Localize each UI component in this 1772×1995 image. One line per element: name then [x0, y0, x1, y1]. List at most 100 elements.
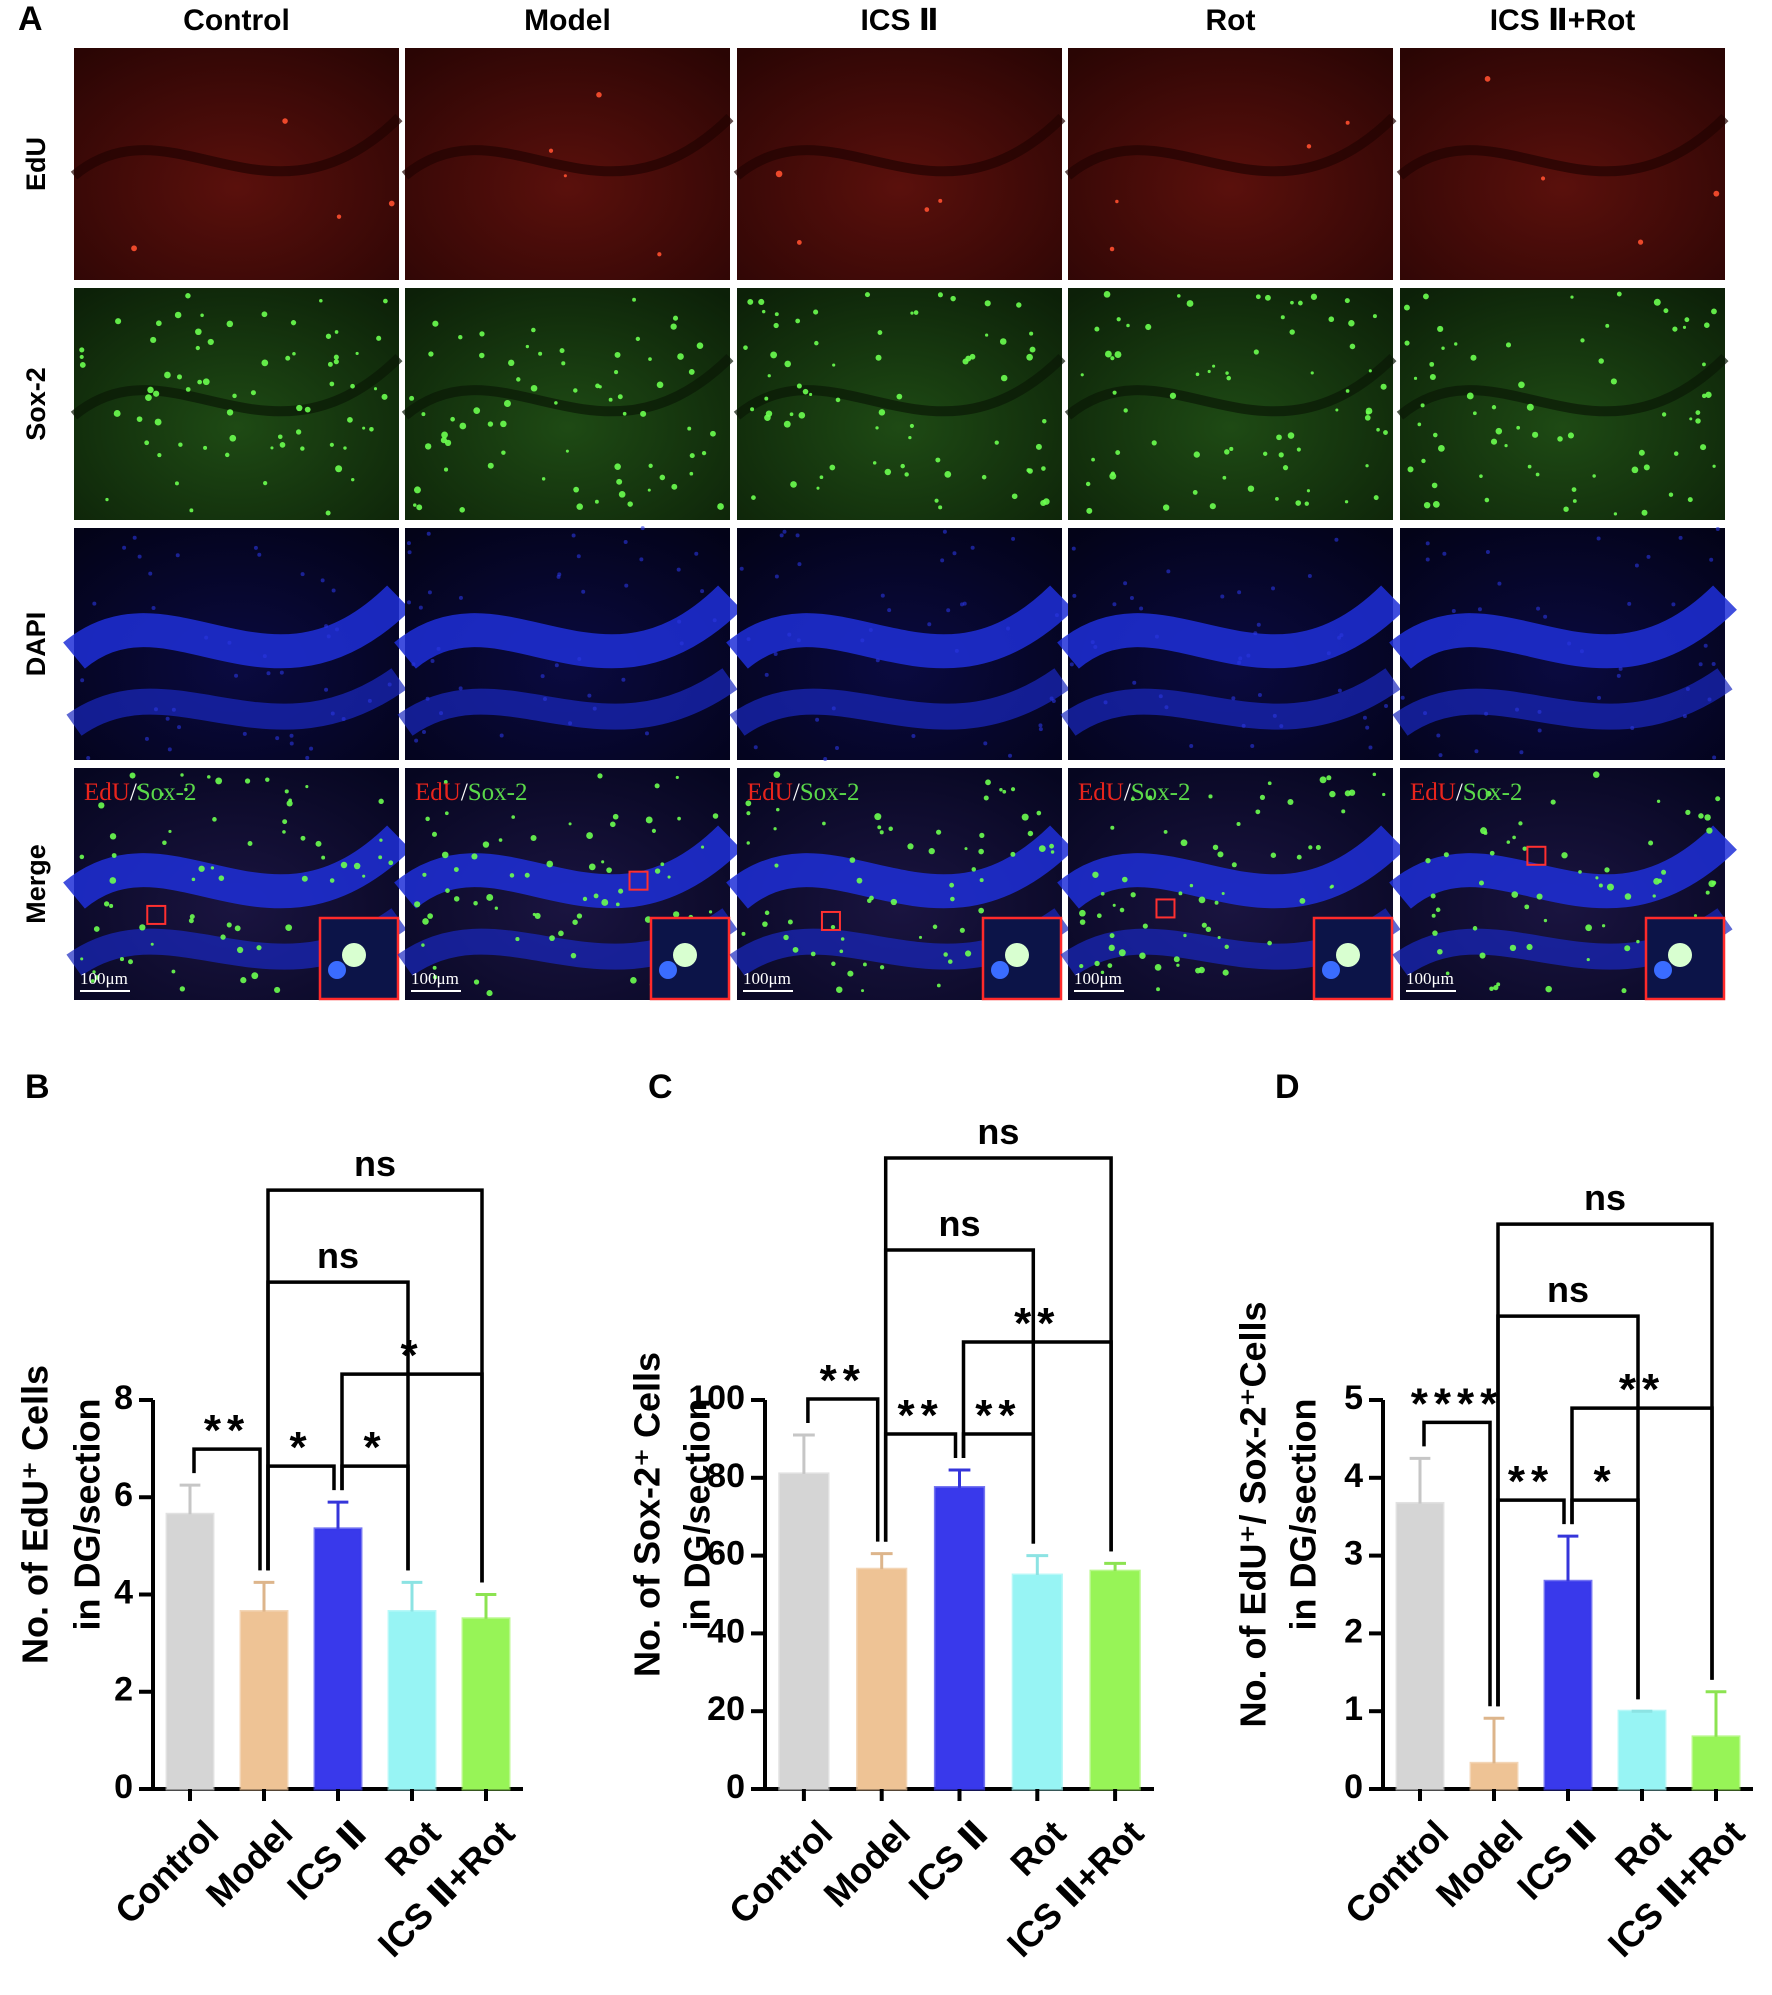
- nucleus: [1279, 724, 1284, 729]
- nucleus: [458, 686, 463, 691]
- nucleus: [639, 557, 644, 562]
- cell: [534, 912, 541, 919]
- nucleus: [165, 716, 170, 721]
- cell: [758, 298, 765, 306]
- nucleus: [1712, 755, 1717, 760]
- cell: [1425, 857, 1431, 864]
- cell: [1368, 369, 1372, 373]
- cell: [947, 959, 953, 964]
- cell: [1329, 790, 1336, 798]
- error-bar: [870, 1552, 893, 1570]
- nucleus: [80, 678, 85, 683]
- nucleus: [568, 721, 573, 726]
- cell: [1267, 940, 1272, 946]
- cell: [279, 441, 286, 448]
- nucleus: [577, 657, 582, 662]
- cell: [139, 924, 146, 931]
- error-bar: [1483, 1716, 1505, 1764]
- cell: [321, 855, 326, 860]
- nucleus: [411, 662, 416, 667]
- bar: [1089, 1569, 1141, 1791]
- nucleus: [1257, 692, 1262, 697]
- nucleus: [422, 730, 427, 735]
- cell: [525, 344, 530, 349]
- nucleus: [1579, 649, 1584, 654]
- cell: [1328, 316, 1335, 323]
- cell: [1010, 787, 1016, 792]
- cell: [1038, 845, 1046, 853]
- cell: [1661, 869, 1667, 875]
- cell: [1376, 427, 1380, 432]
- cell: [459, 422, 467, 430]
- cell: [1613, 512, 1618, 516]
- cell: [92, 970, 96, 974]
- nucleus: [746, 637, 751, 642]
- bar: [387, 1610, 437, 1791]
- cell: [1270, 852, 1277, 858]
- cell: [645, 816, 653, 824]
- merge-label-part: Sox-2: [1131, 779, 1191, 806]
- bar: [778, 1472, 830, 1791]
- cell: [1296, 447, 1301, 452]
- cell: [1417, 422, 1422, 427]
- cell: [473, 900, 478, 906]
- cell: [1431, 913, 1436, 918]
- micrograph: [70, 48, 403, 280]
- cell: [538, 351, 543, 356]
- nucleus: [300, 572, 305, 577]
- cell: [1641, 509, 1648, 516]
- cell: [835, 397, 841, 403]
- roi-box: [820, 910, 841, 931]
- cell: [657, 252, 662, 257]
- row-header: EdU: [21, 137, 51, 191]
- nucleus: [1103, 700, 1108, 705]
- cell: [1176, 963, 1180, 967]
- cell: [877, 825, 882, 830]
- cell: [1578, 870, 1582, 874]
- cell: [1702, 362, 1706, 367]
- cell: [573, 388, 578, 393]
- nucleus: [1698, 662, 1703, 667]
- cell: [1229, 446, 1234, 452]
- merge-label-part: EdU: [747, 779, 793, 806]
- cell: [1657, 878, 1663, 884]
- cell: [174, 481, 179, 486]
- cell: [1247, 485, 1255, 492]
- cell: [1643, 464, 1650, 471]
- nucleus: [621, 677, 626, 682]
- cell: [1086, 507, 1093, 514]
- cell: [1000, 374, 1008, 382]
- significance-bracket: ns: [1496, 1177, 1714, 1707]
- cell-layer: [726, 585, 1074, 670]
- cell: [1027, 830, 1034, 837]
- cell: [1145, 323, 1152, 331]
- cell: [1156, 987, 1160, 992]
- significance-label: **: [1619, 1365, 1665, 1414]
- y-tick-label: 4: [114, 1573, 133, 1611]
- cell: [1652, 894, 1656, 898]
- nucleus: [940, 558, 945, 563]
- cell: [1585, 924, 1592, 932]
- cell: [904, 472, 909, 477]
- merge-label: EdU/Sox-2: [747, 779, 860, 806]
- cell: [541, 477, 546, 481]
- cell: [689, 453, 695, 459]
- cell: [1326, 775, 1332, 781]
- cell: [746, 811, 751, 816]
- cell: [773, 322, 779, 329]
- bar: [856, 1567, 908, 1791]
- cell: [350, 477, 355, 482]
- cell: [1180, 839, 1188, 847]
- significance-label: ****: [1411, 1379, 1504, 1428]
- cell: [1264, 294, 1271, 301]
- cell: [471, 853, 478, 860]
- cell: [1485, 790, 1492, 797]
- cell: [582, 896, 588, 902]
- nucleus: [946, 608, 951, 613]
- cell: [909, 423, 915, 429]
- error-bar: [475, 1593, 497, 1619]
- bracket-line: [1422, 1420, 1492, 1707]
- cell: [1712, 464, 1716, 468]
- cell: [1610, 378, 1617, 385]
- cell: [515, 937, 520, 942]
